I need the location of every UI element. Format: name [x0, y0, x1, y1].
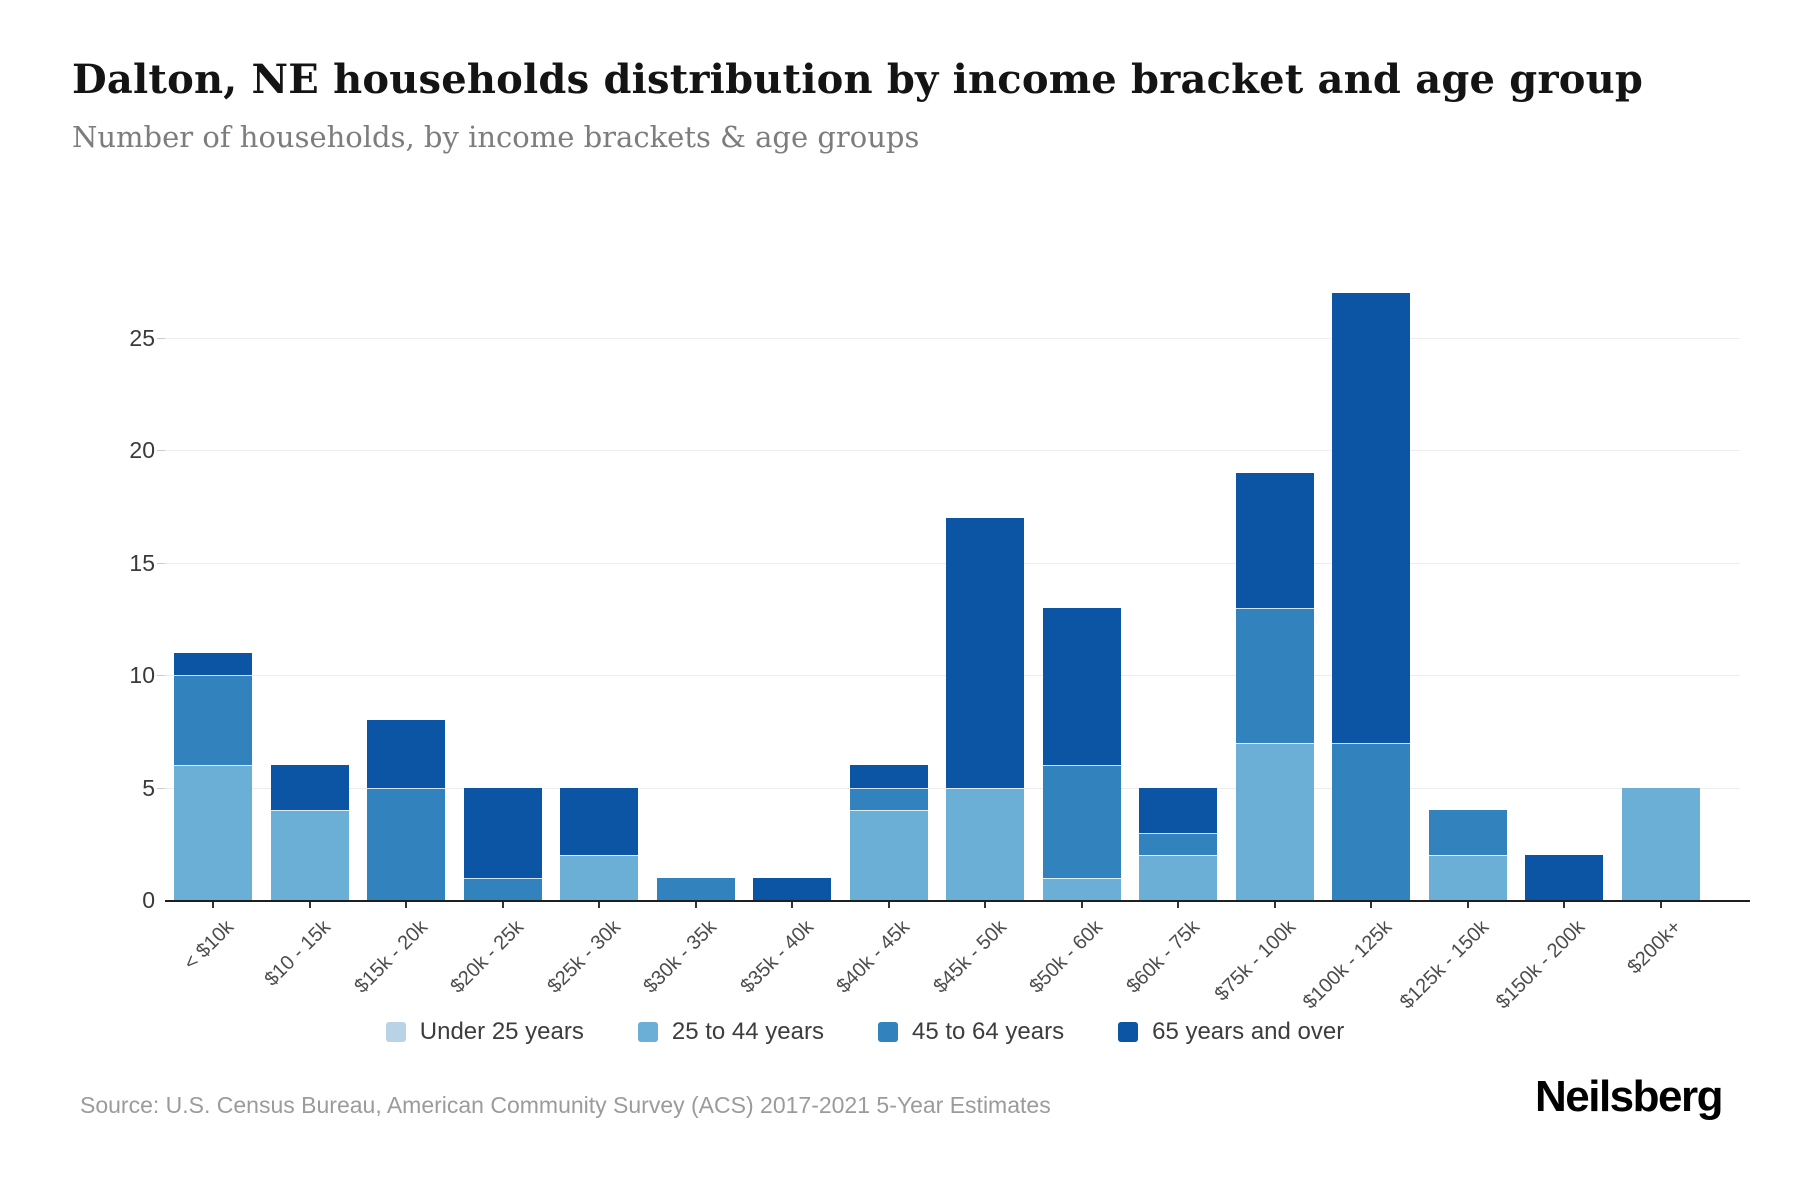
x-axis-tick — [1080, 902, 1083, 908]
bar-segment — [1042, 765, 1121, 878]
x-axis-tick — [308, 902, 311, 908]
bar-segment — [753, 877, 831, 900]
legend-label: Under 25 years — [419, 1018, 584, 1045]
gridline — [165, 450, 1740, 451]
x-axis-label: $40k - 45k — [832, 916, 915, 998]
x-axis-tick — [598, 902, 600, 908]
x-axis-tick — [212, 902, 214, 908]
bar-segment — [1621, 787, 1700, 900]
x-axis-label: $60k - 75k — [1121, 916, 1204, 998]
chart-legend: Under 25 years 25 to 44 years 45 to 64 yea… — [0, 1018, 1730, 1046]
x-axis-tick — [694, 902, 697, 908]
x-axis-label: $125k - 150k — [1395, 916, 1494, 1014]
x-axis-tick — [1659, 902, 1662, 908]
y-axis-tick — [157, 337, 165, 339]
bar-segment — [1428, 855, 1507, 900]
legend-swatch — [877, 1022, 898, 1042]
x-axis-tick — [1370, 902, 1372, 908]
bar-segment — [656, 877, 735, 900]
x-axis-label: < $10k — [180, 916, 239, 975]
bar-segment — [463, 877, 542, 900]
y-axis-label: 20 — [129, 437, 155, 463]
bar-segment — [946, 787, 1024, 900]
x-axis-label: $25k - 30k — [542, 916, 625, 998]
bar-segment — [849, 810, 928, 900]
bar-segment — [1139, 855, 1217, 900]
x-axis-label: $45k - 50k — [928, 916, 1011, 998]
bar-segment — [367, 720, 445, 788]
legend-swatch — [1118, 1022, 1139, 1042]
y-axis-tick — [157, 787, 165, 789]
x-axis-label: $20k - 25k — [446, 916, 529, 998]
x-axis-tick — [1273, 902, 1276, 908]
x-axis-tick — [405, 902, 407, 908]
x-axis-label: $150k - 200k — [1492, 916, 1590, 1014]
y-axis-label: 5 — [142, 774, 155, 801]
legend-label: 65 years and over — [1152, 1018, 1345, 1045]
legend-label: 25 to 44 years — [671, 1018, 824, 1045]
y-axis-tick — [157, 450, 165, 451]
x-axis-label: $30k - 35k — [639, 916, 722, 998]
page-subtitle: Number of households, by income brackets… — [72, 120, 920, 154]
x-axis-tick — [1563, 902, 1565, 908]
bar-segment — [1139, 832, 1217, 855]
legend-label: 45 to 64 years — [911, 1018, 1065, 1045]
legend-item: 25 to 44 years — [637, 1018, 824, 1046]
y-axis-label: 25 — [129, 324, 155, 351]
x-axis-label: $10 - 15k — [260, 916, 336, 991]
bar-segment — [1235, 472, 1314, 608]
bar-segment — [1235, 607, 1314, 743]
bar-segment — [849, 765, 928, 788]
bar-segment — [463, 787, 542, 878]
bar-segment — [174, 675, 252, 765]
bar-segment — [1042, 607, 1121, 765]
legend-swatch — [637, 1022, 658, 1042]
page-title: Dalton, NE households distribution by in… — [72, 56, 1644, 103]
bar-segment — [560, 787, 638, 855]
x-axis-tick — [791, 902, 793, 908]
x-axis-label: $75k - 100k — [1210, 916, 1301, 1006]
bar-segment — [946, 517, 1024, 788]
bar-segment — [270, 810, 349, 900]
x-axis-label: $200k+ — [1623, 916, 1687, 979]
x-axis-label: $100k - 125k — [1299, 916, 1397, 1014]
bar-segment — [367, 787, 445, 900]
y-axis-tick — [157, 675, 165, 676]
bar-segment — [270, 765, 349, 810]
x-axis-label: $15k - 20k — [349, 916, 432, 998]
legend-item: 45 to 64 years — [877, 1018, 1065, 1046]
bar-segment — [1332, 292, 1410, 743]
x-axis-tick — [501, 902, 504, 908]
bar-segment — [1525, 855, 1603, 900]
x-axis-label: $35k - 40k — [735, 916, 818, 998]
gridline — [165, 337, 1740, 339]
y-axis-label: 0 — [142, 887, 155, 913]
x-axis-label: $50k - 60k — [1025, 916, 1108, 998]
bar-segment — [1235, 742, 1314, 900]
bar-segment — [174, 765, 252, 900]
legend-item: Under 25 years — [385, 1018, 584, 1046]
neilsberg-logo: Neilsberg — [1534, 1072, 1724, 1121]
x-axis-tick — [887, 902, 890, 908]
x-axis-tick — [1466, 902, 1469, 908]
bar-segment — [1332, 742, 1410, 900]
bar-segment — [1139, 787, 1217, 833]
legend-swatch — [385, 1022, 406, 1042]
x-axis-tick — [1177, 902, 1179, 908]
bar-segment — [174, 652, 252, 675]
bar-segment — [849, 787, 928, 810]
y-axis-label: 15 — [129, 549, 155, 576]
x-axis-tick — [984, 902, 986, 908]
bar-segment — [1042, 877, 1121, 900]
bar-segment — [1428, 810, 1507, 855]
source-note: Source: U.S. Census Bureau, American Com… — [80, 1092, 1051, 1118]
y-axis-tick — [157, 562, 165, 564]
x-axis-line — [165, 900, 1750, 902]
bar-segment — [560, 855, 638, 900]
legend-item: 65 years and over — [1118, 1018, 1344, 1046]
y-axis-label: 10 — [129, 662, 155, 688]
